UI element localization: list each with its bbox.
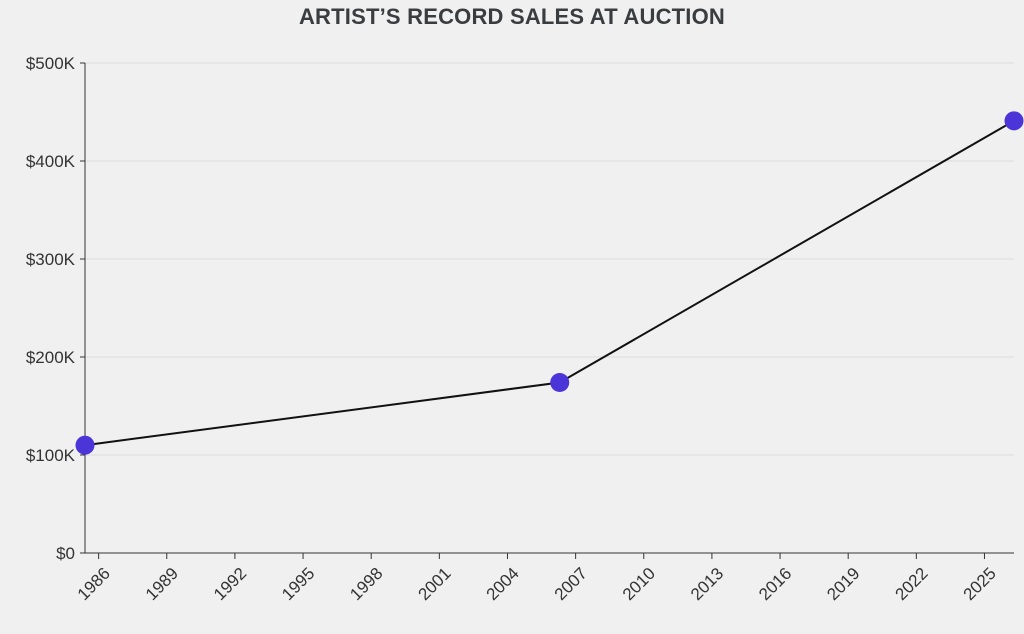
x-tick-label: 2013 xyxy=(687,564,727,604)
x-tick-label: 2004 xyxy=(483,564,523,604)
x-tick-label: 2019 xyxy=(823,564,863,604)
x-tick-label: 2022 xyxy=(891,564,931,604)
x-tick-label: 2016 xyxy=(755,564,795,604)
series-line xyxy=(84,119,1015,447)
y-tick-label: $0 xyxy=(56,544,75,563)
x-tick-label: 2025 xyxy=(960,564,1000,604)
y-tick-label: $500K xyxy=(26,54,76,73)
data-point xyxy=(75,435,95,455)
x-tick-label: 1995 xyxy=(278,564,318,604)
y-tick-label: $400K xyxy=(26,152,76,171)
data-point xyxy=(550,372,570,392)
chart-title: ARTIST’S RECORD SALES AT AUCTION xyxy=(298,4,726,29)
x-tick-label: 1998 xyxy=(346,564,386,604)
y-tick-label: $300K xyxy=(26,250,76,269)
y-tick-label: $200K xyxy=(26,348,76,367)
x-tick-label: 2001 xyxy=(414,564,454,604)
x-tick-label: 1989 xyxy=(142,564,182,604)
y-tick-label: $100K xyxy=(26,446,76,465)
data-point xyxy=(1004,111,1024,131)
x-tick-label: 1986 xyxy=(74,564,114,604)
x-tick-label: 1992 xyxy=(210,564,250,604)
x-tick-label: 2007 xyxy=(551,564,591,604)
x-tick-label: 2010 xyxy=(619,564,659,604)
